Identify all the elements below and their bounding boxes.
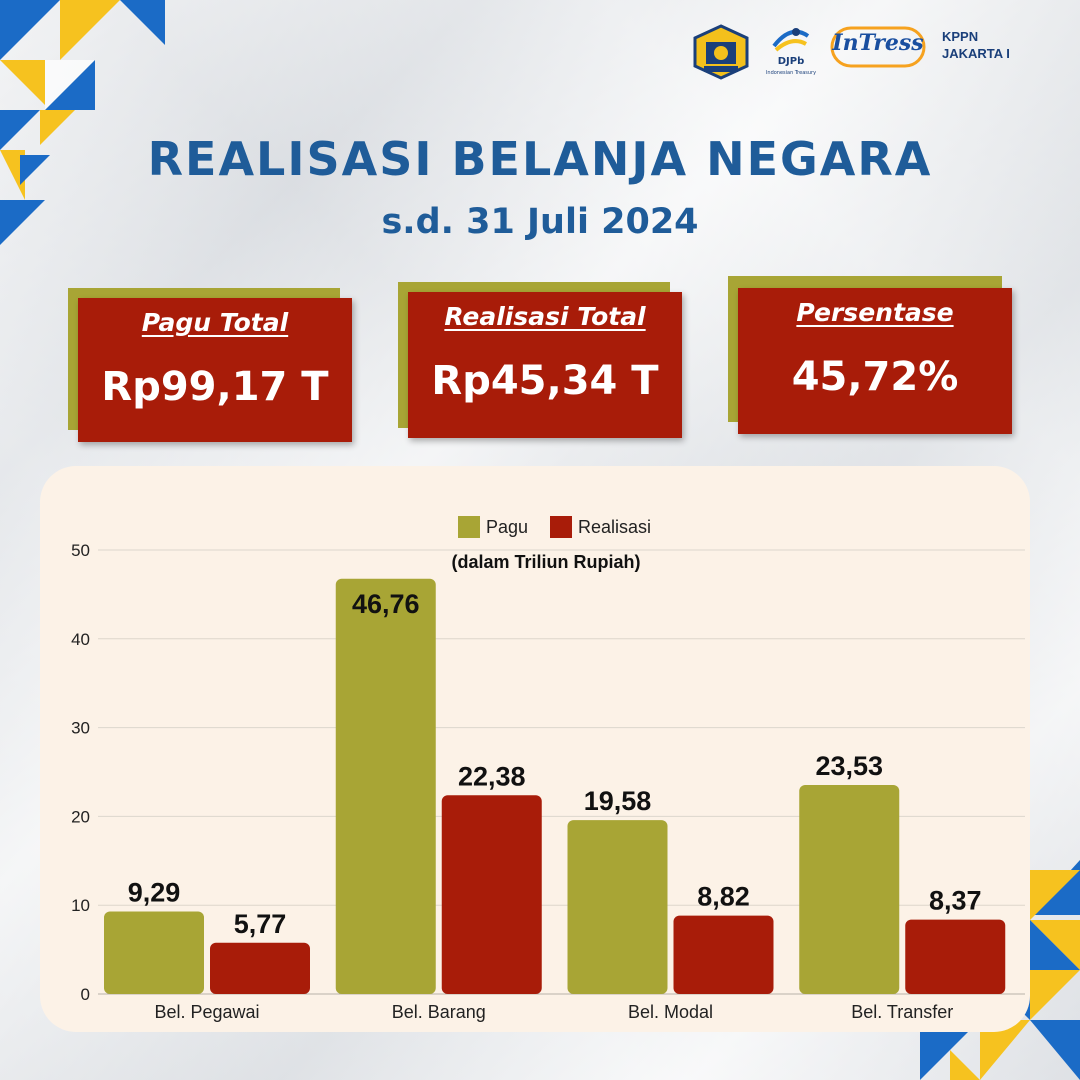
bar-realisasi [673, 915, 774, 994]
kppn-line-1: KPPN [942, 29, 979, 44]
card-realisasi-total: Realisasi Total Rp45,34 T [398, 282, 682, 438]
page-title: REALISASI BELANJA NEGARA [147, 132, 933, 186]
card-box: Realisasi Total Rp45,34 T [408, 292, 682, 438]
card-box: Pagu Total Rp99,17 T [78, 298, 352, 442]
bar-realisasi [905, 919, 1006, 994]
chart-panel: 0 10 20 30 40 50 Pagu Realisasi (dalam Triliun R… [40, 466, 1030, 1032]
y-tick-label: 10 [71, 896, 90, 915]
djpb-logo-text: DJPb [777, 56, 805, 67]
y-tick-label: 0 [81, 985, 90, 1004]
bar-pagu [104, 911, 204, 994]
bar-pagu [567, 820, 668, 994]
bar-pagu [335, 578, 436, 994]
data-label: 23,53 [815, 751, 883, 781]
card-value: Rp45,34 T [431, 358, 659, 404]
kppn-label: KPPN JAKARTA I [942, 28, 1042, 62]
data-label: 9,29 [128, 878, 181, 908]
legend-swatch [458, 516, 480, 538]
card-box: Persentase 45,72% [738, 288, 1012, 434]
bar-pagu [799, 785, 900, 994]
bar-realisasi [441, 795, 542, 994]
x-tick-label: Bel. Pegawai [154, 1002, 259, 1022]
page-subtitle: s.d. 31 Juli 2024 [381, 202, 699, 242]
card-label: Pagu Total [141, 308, 289, 337]
x-tick-label: Bel. Modal [628, 1002, 713, 1022]
decorative-shapes-top-left [0, 0, 165, 245]
y-tick-label: 30 [71, 719, 90, 738]
card-persentase: Persentase 45,72% [728, 276, 1012, 434]
bar-chart: 0 10 20 30 40 50 Pagu Realisasi (dalam Triliun R… [71, 516, 1025, 1022]
y-tick-label: 40 [71, 630, 90, 649]
data-label: 46,76 [352, 589, 420, 619]
card-label: Persentase [796, 298, 954, 327]
card-label: Realisasi Total [444, 302, 646, 331]
card-pagu-total: Pagu Total Rp99,17 T [68, 288, 352, 444]
data-label: 8,37 [929, 886, 982, 916]
card-value: 45,72% [791, 354, 959, 400]
bar-realisasi [210, 942, 310, 994]
kemenkeu-logo [690, 22, 752, 82]
djpb-logo-subtext: Indonesian Treasury [765, 70, 817, 76]
data-label: 19,58 [584, 786, 652, 816]
data-label: 8,82 [697, 882, 750, 912]
data-label: 22,38 [458, 761, 526, 791]
y-tick-label: 50 [71, 541, 90, 560]
kppn-line-2: JAKARTA I [942, 46, 1010, 61]
chart-annotation: (dalam Triliun Rupiah) [451, 552, 640, 572]
x-tick-label: Bel. Barang [392, 1002, 486, 1022]
x-tick-label: Bel. Transfer [851, 1002, 953, 1022]
card-value: Rp99,17 T [101, 364, 329, 410]
data-label: 5,77 [234, 909, 287, 939]
legend-swatch [550, 516, 572, 538]
intress-logo-text: InTress [832, 30, 924, 56]
legend-label: Pagu [486, 517, 528, 537]
header-logos: DJPb Indonesian Treasury InTress KPPN JA… [690, 22, 1040, 82]
y-tick-label: 20 [71, 807, 90, 826]
djpb-logo: DJPb Indonesian Treasury [766, 22, 816, 82]
legend-label: Realisasi [578, 517, 651, 537]
intress-logo: InTress [830, 26, 926, 70]
